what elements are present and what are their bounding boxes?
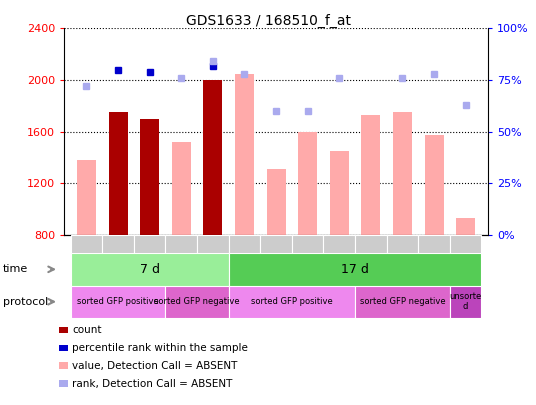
Bar [393, 112, 412, 235]
Bar [425, 136, 443, 235]
Bar [59, 345, 68, 351]
Bar [323, 235, 355, 281]
Bar [71, 235, 102, 281]
Text: sorted GFP negative: sorted GFP negative [360, 297, 445, 306]
Bar [266, 169, 286, 235]
Bar [456, 218, 475, 235]
Text: time: time [3, 264, 28, 274]
Bar [292, 235, 323, 281]
Bar [450, 286, 481, 318]
Bar [71, 286, 166, 318]
Bar [172, 142, 191, 235]
Bar [450, 235, 481, 281]
Bar [59, 380, 68, 387]
Bar [229, 235, 260, 281]
Bar [298, 132, 317, 235]
Bar [59, 362, 68, 369]
Bar [166, 286, 229, 318]
Text: rank, Detection Call = ABSENT: rank, Detection Call = ABSENT [72, 379, 233, 388]
Bar [77, 160, 96, 235]
Text: sorted GFP positive: sorted GFP positive [77, 297, 159, 306]
Text: 17 d: 17 d [341, 263, 369, 276]
Text: value, Detection Call = ABSENT: value, Detection Call = ABSENT [72, 361, 238, 371]
Bar [59, 327, 68, 333]
Bar [109, 112, 128, 235]
Bar [235, 74, 254, 235]
Text: sorted GFP negative: sorted GFP negative [154, 297, 240, 306]
Bar [166, 235, 197, 281]
Bar [140, 119, 159, 235]
Text: unsorte
d: unsorte d [450, 292, 482, 311]
Bar [71, 253, 229, 286]
Bar [229, 253, 481, 286]
Text: sorted GFP positive: sorted GFP positive [251, 297, 333, 306]
Text: protocol: protocol [3, 297, 48, 307]
Bar [134, 235, 166, 281]
Bar [418, 235, 450, 281]
Text: count: count [72, 325, 102, 335]
Bar [386, 235, 418, 281]
Bar [355, 235, 386, 281]
Text: GDS1633 / 168510_f_at: GDS1633 / 168510_f_at [185, 14, 351, 28]
Bar [260, 235, 292, 281]
Bar [229, 286, 355, 318]
Bar [330, 151, 349, 235]
Bar [197, 235, 229, 281]
Bar [355, 286, 450, 318]
Text: 7 d: 7 d [140, 263, 160, 276]
Text: percentile rank within the sample: percentile rank within the sample [72, 343, 248, 353]
Bar [361, 115, 381, 235]
Bar [102, 235, 134, 281]
Bar [203, 80, 222, 235]
